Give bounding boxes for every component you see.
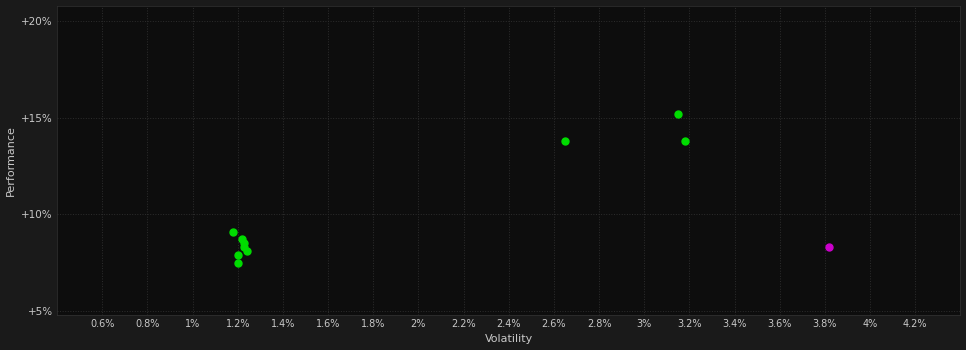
X-axis label: Volatility: Volatility xyxy=(485,335,533,344)
Point xyxy=(237,240,252,246)
Point xyxy=(677,138,693,144)
Point xyxy=(557,138,573,144)
Point xyxy=(237,244,252,250)
Point xyxy=(230,260,245,265)
Point xyxy=(670,111,686,117)
Point xyxy=(225,229,241,234)
Point xyxy=(822,244,838,250)
Point xyxy=(230,252,245,258)
Y-axis label: Performance: Performance xyxy=(6,125,15,196)
Point xyxy=(239,248,254,254)
Point xyxy=(235,237,250,242)
